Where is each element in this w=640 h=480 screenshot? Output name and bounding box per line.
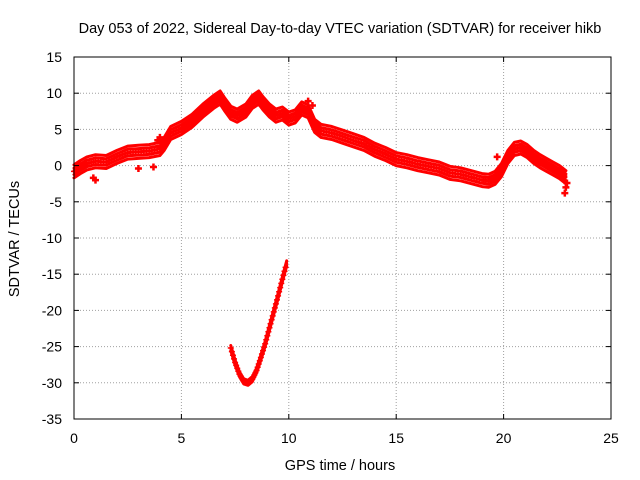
series-line <box>72 89 568 176</box>
y-tick-label: 5 <box>54 121 62 137</box>
data-point <box>248 377 255 384</box>
data-point <box>503 157 510 164</box>
x-tick-label: 10 <box>281 430 297 446</box>
x-axis-label: GPS time / hours <box>285 458 395 474</box>
data-point <box>91 176 99 184</box>
axis-ticks: 0 5 10 15 20 25 15 10 5 0 -5 -10 -15 -20 -25 -30 -35 <box>42 49 619 446</box>
y-axis-label: SDTVAR / TECUs <box>7 181 23 297</box>
data-point <box>234 365 241 372</box>
data-point <box>279 276 286 283</box>
series-lower-dip <box>227 259 289 387</box>
data-point <box>272 300 279 307</box>
data-point <box>149 163 157 171</box>
data-point <box>232 359 239 366</box>
data-point <box>304 97 312 105</box>
data-point <box>501 160 508 167</box>
data-point <box>276 288 283 295</box>
data-point <box>257 354 264 361</box>
data-point <box>563 179 571 187</box>
data-point <box>266 324 273 331</box>
data-point <box>278 280 285 287</box>
data-point <box>305 108 312 115</box>
y-tick-label: 10 <box>46 85 62 101</box>
data-point <box>268 316 275 323</box>
data-point <box>282 264 289 271</box>
data-point <box>267 320 274 327</box>
x-tick-label: 25 <box>603 430 619 446</box>
data-point <box>156 133 164 141</box>
data-point <box>561 172 568 179</box>
data-point <box>261 344 268 351</box>
data-point <box>258 351 265 358</box>
data-point <box>254 364 261 371</box>
y-tick-label: -20 <box>42 302 62 318</box>
series-main-trace <box>71 89 568 189</box>
data-point <box>271 304 278 311</box>
y-tick-label: -15 <box>42 266 62 282</box>
series-scatter-points <box>89 97 571 197</box>
series-line <box>72 96 568 183</box>
data-point <box>231 355 238 362</box>
y-tick-label: -30 <box>42 375 62 391</box>
data-point <box>253 367 260 374</box>
data-point <box>500 163 507 170</box>
data-point <box>273 296 280 303</box>
x-tick-label: 20 <box>496 430 512 446</box>
data-point <box>233 362 240 369</box>
data-point <box>309 119 316 126</box>
data-point <box>260 347 267 354</box>
plot-data <box>71 89 571 387</box>
x-tick-label: 15 <box>388 430 404 446</box>
chart-title: Day 053 of 2022, Sidereal Day-to-day VTE… <box>79 21 602 37</box>
data-point <box>228 348 235 355</box>
y-tick-label: 15 <box>46 49 62 65</box>
data-point <box>269 312 276 319</box>
data-point <box>561 189 569 197</box>
data-point <box>265 328 272 335</box>
y-tick-label: -25 <box>42 339 62 355</box>
data-point <box>280 272 287 279</box>
data-point <box>277 284 284 291</box>
data-point <box>263 336 270 343</box>
data-point <box>281 268 288 275</box>
data-point <box>308 115 315 122</box>
data-point <box>235 368 242 375</box>
x-tick-label: 0 <box>70 430 78 446</box>
data-point <box>256 357 263 364</box>
data-point <box>229 352 236 359</box>
data-point <box>262 340 269 347</box>
data-point <box>255 360 262 367</box>
data-point <box>134 164 142 172</box>
data-point <box>270 308 277 315</box>
data-point <box>306 111 313 118</box>
y-tick-label: -5 <box>50 194 63 210</box>
data-point <box>227 345 234 352</box>
data-point <box>264 332 271 339</box>
data-point <box>308 102 316 110</box>
data-point <box>275 292 282 299</box>
y-tick-label: -10 <box>42 230 62 246</box>
data-point <box>498 166 505 173</box>
y-tick-label: -35 <box>42 411 62 427</box>
y-tick-label: 0 <box>54 158 62 174</box>
data-point <box>493 153 501 161</box>
grid <box>74 57 611 419</box>
x-tick-label: 5 <box>178 430 186 446</box>
